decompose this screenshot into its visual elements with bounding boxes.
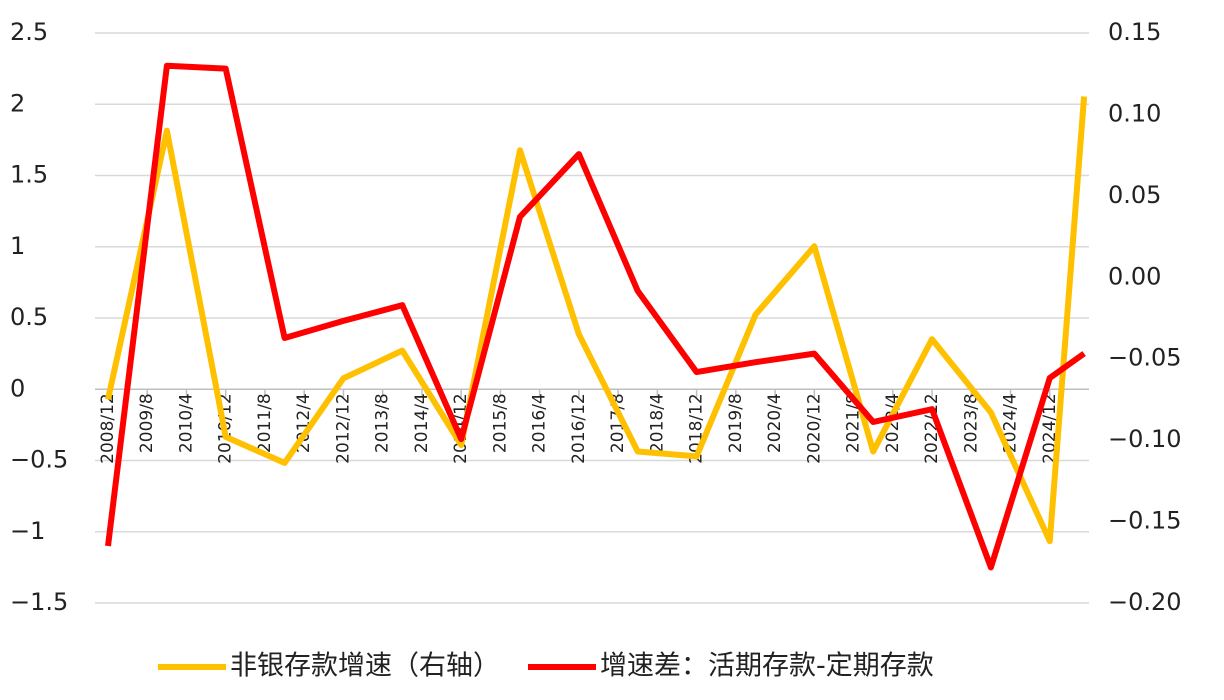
x-tick-label: 2009/8 bbox=[137, 393, 157, 453]
x-tick-label: 2011/8 bbox=[255, 393, 275, 453]
y2-tick-label: −0.20 bbox=[1108, 588, 1182, 616]
x-tick-label: 2020/12 bbox=[804, 393, 824, 464]
y-tick-label: −1.5 bbox=[10, 588, 68, 616]
y-tick-label: 2 bbox=[10, 89, 25, 117]
x-tick-label: 2012/12 bbox=[333, 393, 353, 464]
y2-tick-label: −0.05 bbox=[1108, 344, 1182, 372]
y2-tick-label: 0.00 bbox=[1108, 262, 1161, 290]
y-tick-label: 0 bbox=[10, 374, 25, 402]
y2-tick-label: 0.15 bbox=[1108, 18, 1161, 46]
x-tick-label: 2015/8 bbox=[490, 393, 510, 453]
y-tick-label: 0.5 bbox=[10, 303, 48, 331]
series-line bbox=[105, 62, 1086, 571]
y2-tick-label: −0.10 bbox=[1108, 425, 1182, 453]
x-tick-label: 2019/8 bbox=[726, 393, 746, 453]
x-tick-label: 2018/4 bbox=[647, 393, 667, 453]
x-tick-label: 2023/8 bbox=[961, 393, 981, 453]
x-tick-label: 2020/4 bbox=[765, 393, 785, 453]
y-tick-label: −1 bbox=[10, 517, 45, 545]
y-tick-label: 1.5 bbox=[10, 161, 48, 189]
x-tick-label: 2016/12 bbox=[569, 393, 589, 464]
y2-tick-label: 0.10 bbox=[1108, 99, 1161, 127]
x-tick-label: 2010/4 bbox=[176, 393, 196, 453]
legend-label: 增速差：活期存款-定期存款 bbox=[600, 651, 934, 682]
y-tick-label: 2.5 bbox=[10, 18, 48, 46]
y2-tick-label: 0.05 bbox=[1108, 181, 1161, 209]
x-tick-label: 2008/12 bbox=[98, 393, 118, 464]
y-tick-label: 1 bbox=[10, 232, 25, 260]
x-tick-label: 2016/4 bbox=[530, 393, 550, 453]
legend-label: 非银存款增速（右轴） bbox=[230, 651, 500, 682]
y-tick-label: −0.5 bbox=[10, 446, 68, 474]
x-tick-label: 2013/8 bbox=[373, 393, 393, 453]
y2-tick-label: −0.15 bbox=[1108, 507, 1182, 535]
series-line bbox=[105, 96, 1088, 545]
x-tick-label: 2014/4 bbox=[412, 393, 432, 453]
